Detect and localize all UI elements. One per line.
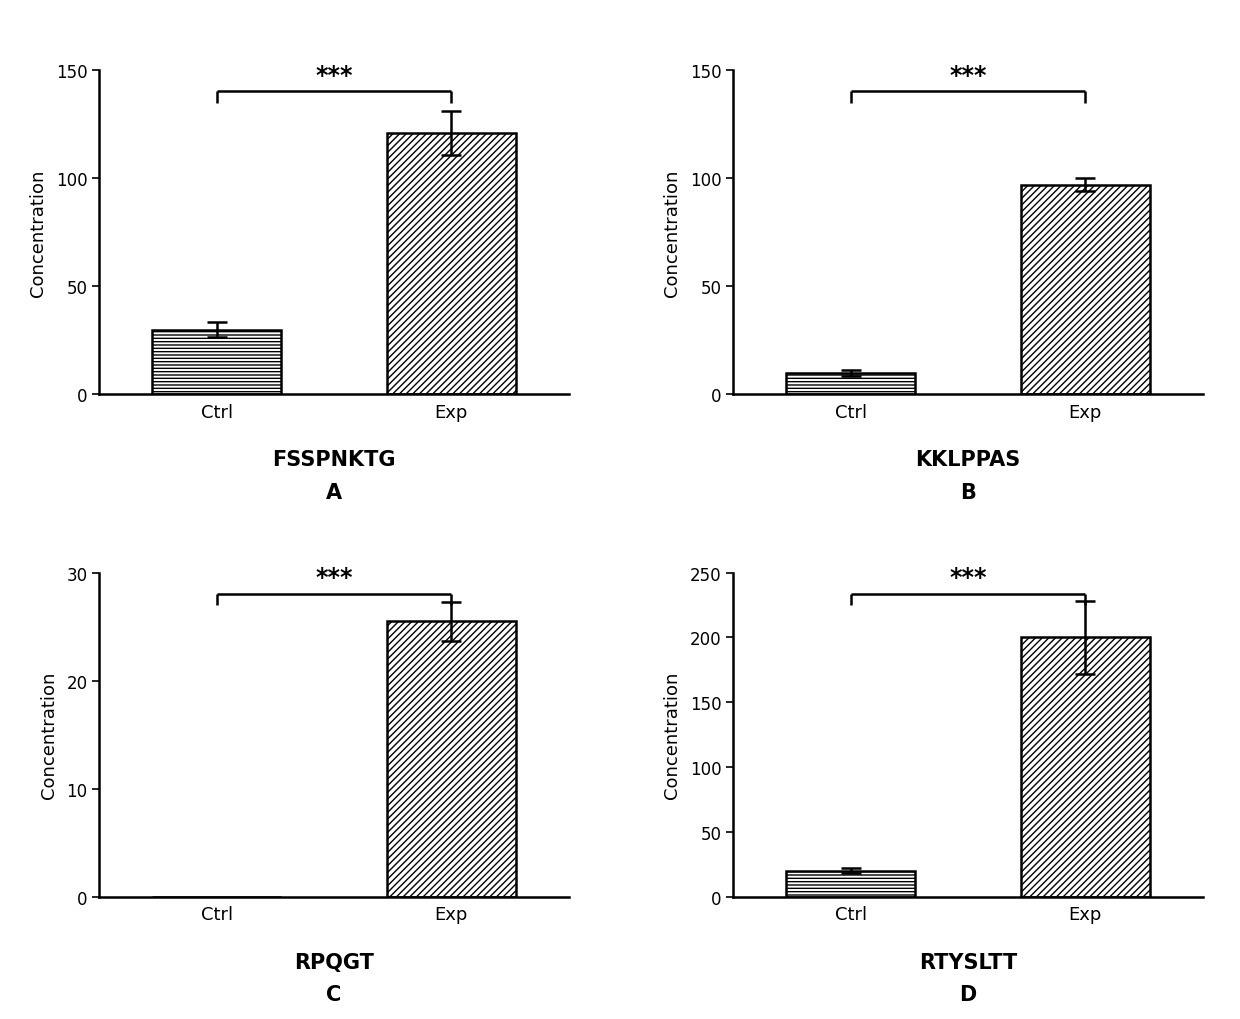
Bar (786, 871, 915, 897)
Text: RTYSLTT: RTYSLTT (919, 952, 1017, 972)
Y-axis label: Concentration: Concentration (663, 672, 682, 799)
Text: ***: *** (950, 566, 987, 589)
Bar (1021, 638, 1149, 897)
Text: ***: *** (315, 566, 352, 589)
Text: ***: *** (315, 63, 352, 88)
Text: FSSPNKTG: FSSPNKTG (273, 450, 396, 470)
Bar (387, 133, 516, 395)
Text: ***: *** (950, 63, 987, 88)
Y-axis label: Concentration: Concentration (40, 672, 58, 799)
Bar (1021, 185, 1149, 395)
Text: D: D (960, 984, 977, 1004)
Text: B: B (960, 482, 976, 502)
Text: C: C (326, 984, 342, 1004)
Text: A: A (326, 482, 342, 502)
Y-axis label: Concentration: Concentration (663, 169, 682, 297)
Bar (153, 330, 281, 395)
Text: RPQGT: RPQGT (294, 952, 374, 972)
Bar (387, 622, 516, 897)
Text: KKLPPAS: KKLPPAS (915, 450, 1021, 470)
Bar (786, 373, 915, 395)
Y-axis label: Concentration: Concentration (30, 169, 47, 297)
